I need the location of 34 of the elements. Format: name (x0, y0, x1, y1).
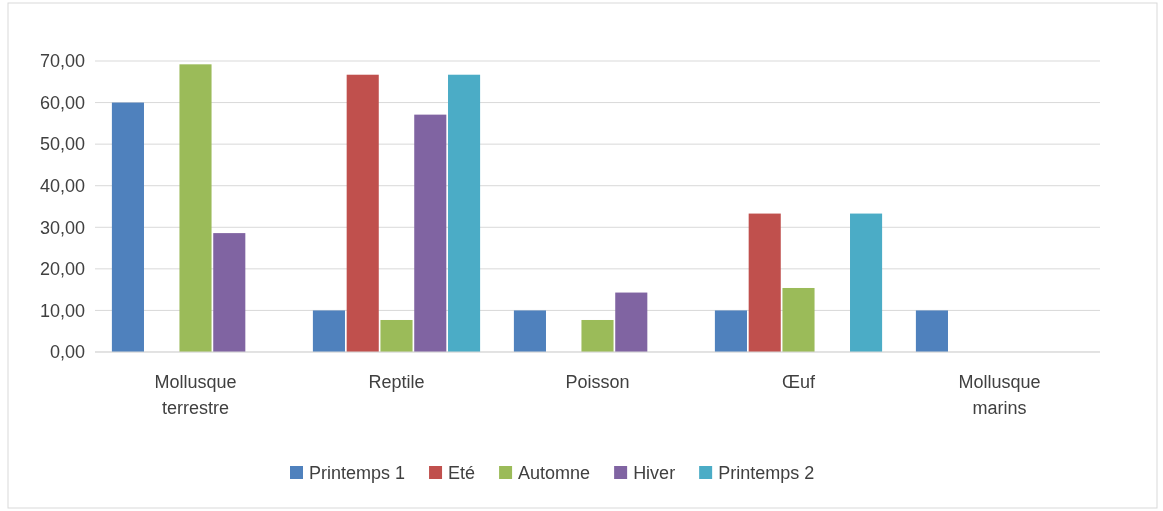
y-tick-label: 60,00 (39, 92, 85, 113)
legend-label: Automne (518, 463, 591, 483)
y-tick-label: 40,00 (39, 175, 85, 196)
x-tick-label: Œuf (781, 372, 816, 392)
legend-label: Hiver (633, 463, 676, 483)
bar (782, 287, 815, 352)
x-tick-label: Mollusque terrestre (154, 372, 237, 418)
legend-label: Eté (448, 463, 476, 483)
bar (111, 102, 144, 352)
bar (748, 213, 781, 352)
bar (312, 310, 345, 352)
bar (448, 74, 481, 352)
bar (581, 319, 614, 352)
x-tick-label: Mollusque marins (958, 372, 1041, 418)
bar (213, 233, 246, 352)
bar (179, 64, 212, 352)
bar (513, 310, 546, 352)
x-tick-label: Reptile (368, 372, 425, 392)
bar (615, 292, 648, 352)
bar (714, 310, 747, 352)
bar (915, 310, 948, 352)
bar (346, 74, 379, 352)
legend-label: Printemps 1 (309, 463, 406, 483)
bar (850, 213, 883, 352)
y-tick-label: 0,00 (49, 342, 85, 363)
y-tick-label: 20,00 (39, 259, 85, 280)
y-tick-label: 30,00 (39, 217, 85, 238)
x-tick-label: Poisson (565, 372, 630, 392)
y-tick-label: 50,00 (39, 134, 85, 155)
bar (380, 319, 413, 352)
y-tick-label: 70,00 (39, 51, 85, 72)
legend-label: Printemps 2 (718, 463, 815, 483)
y-tick-label: 10,00 (39, 300, 85, 321)
bar (414, 114, 447, 352)
